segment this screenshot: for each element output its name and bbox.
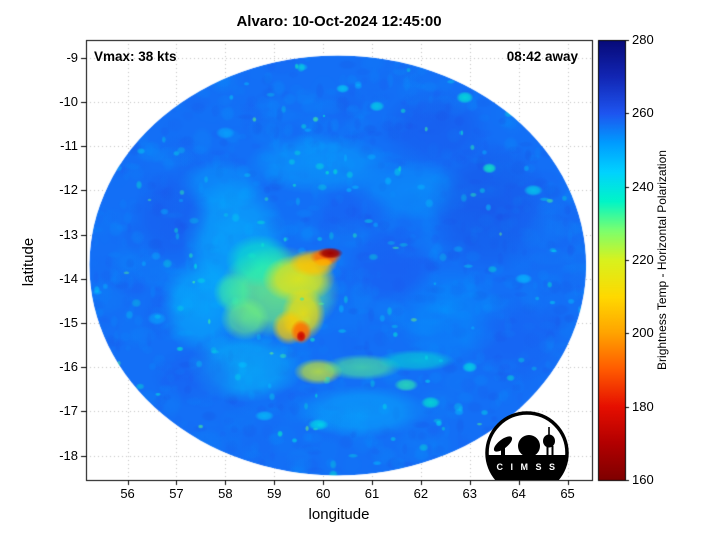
x-tick-label: 57 [169,486,184,501]
tower-leg [551,446,554,457]
colorbar-tick-label: 180 [632,398,654,414]
y-axis-label: latitude [20,237,37,287]
x-tick-label: 60 [315,486,331,501]
colorbar-tick-label: 260 [632,105,654,121]
x-tick-label: 65 [560,486,575,501]
satellite-dish-icon [493,436,513,452]
y-tick-label: -13 [59,226,78,242]
colorbar-tick-label: 160 [632,472,654,487]
colorbar-tick-label: 280 [632,32,654,47]
y-tick-label: -18 [59,447,78,463]
cimss-logo-graphic: C I M S S [485,411,569,480]
y-tick-label: -14 [59,270,78,286]
water-tower-icon [543,434,555,448]
y-tick-label: -9 [66,49,78,65]
tower-antenna [548,427,550,436]
y-tick-label: -17 [59,403,78,419]
x-tick-label: 59 [266,486,282,501]
colorbar-tick-label: 220 [632,252,654,267]
x-tick-label: 58 [218,486,233,501]
y-tick-label: -12 [59,182,78,198]
radome-icon [518,435,540,457]
y-tick-label: -16 [59,359,78,375]
colorbar-tick-label: 200 [632,325,654,341]
y-tick-label: -15 [59,315,78,330]
x-axis-label: longitude [308,506,370,523]
x-tick-label: 62 [413,486,429,501]
cimss-logo: C I M S S [483,409,571,480]
vmax-annotation: Vmax: 38 kts [94,49,177,64]
tower-leg [546,446,549,457]
y-tick-label: -10 [59,93,78,109]
y-tick-label: -11 [60,138,78,154]
x-tick-label: 64 [511,486,526,501]
dish-mount [501,446,505,457]
logo-ground [487,455,567,480]
time-away-annotation: 08:42 away [506,49,578,64]
x-tick-label: 63 [462,486,477,501]
colorbar-tick-label: 240 [632,178,654,194]
cimss-logo-text: C I M S S [496,462,557,472]
figure-title: Alvaro: 10-Oct-2024 12:45:00 [236,13,442,30]
x-tick-label: 61 [364,486,380,501]
x-tick-label: 56 [120,486,135,501]
